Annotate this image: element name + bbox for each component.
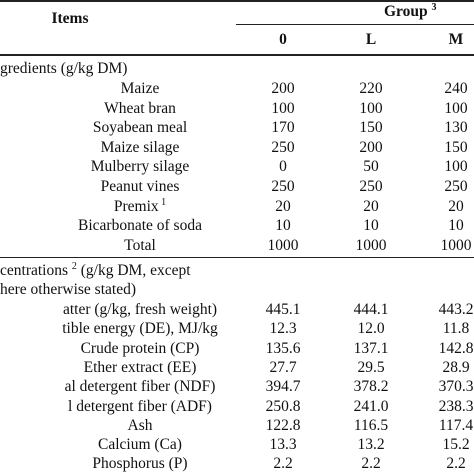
nutrient-cell-0: 13.3 [269, 436, 297, 454]
ingredient-cell-m: 10 [448, 217, 464, 235]
ingredient-cell-m: 100 [444, 158, 468, 176]
nutrient-cell-0: 122.8 [265, 416, 301, 434]
nutrient-cell-l: 2.2 [361, 455, 381, 473]
nutrient-cell-m: 2.2 [446, 455, 466, 473]
ingredient-cell-l: 10 [363, 217, 379, 235]
nutrient-row-label: Ether extract (EE) [83, 358, 197, 376]
ingredient-cell-l: 150 [359, 119, 383, 137]
ingredient-cell-m: 250 [444, 178, 468, 195]
ingredient-cell-l: 50 [363, 158, 379, 176]
nutrient-row-label: l detergent fiber (ADF) [68, 397, 212, 415]
nutrient-row-label: al detergent fiber (NDF) [64, 378, 216, 396]
nutrients-heading-rest: (g/kg DM, except [80, 262, 191, 279]
ingredient-row-label: Premix 1 [113, 196, 167, 215]
nutrient-cell-l: 116.5 [353, 416, 389, 434]
nutrients-heading-text: centrations [0, 262, 69, 279]
nutrient-cell-0: 27.7 [269, 358, 297, 376]
nutrient-cell-l: 12.0 [357, 320, 385, 338]
ingredient-row-label: Bicarbonate of soda [78, 217, 202, 235]
group-underline [236, 24, 474, 25]
nutrient-cell-0: 135.6 [265, 339, 301, 357]
nutrient-cell-0: 12.3 [269, 320, 297, 338]
ingredient-cell-0: 170 [271, 119, 295, 137]
ingredient-cell-0: 10 [275, 217, 291, 235]
ingredient-cell-l: 250 [359, 178, 383, 195]
ingredient-row-label: Mulberry silage [90, 158, 190, 176]
nutrient-cell-0: 394.7 [265, 378, 301, 396]
ingredient-cell-0: 250 [271, 178, 295, 195]
nutrient-cell-l: 444.1 [353, 301, 389, 318]
ingredient-cell-0: 200 [271, 80, 295, 97]
nutrient-row-label: tible energy (DE), MJ/kg [62, 320, 218, 338]
group-footnote: 3 [431, 2, 437, 13]
nutrient-cell-m: 142.8 [438, 339, 474, 357]
col-header-0: 0 [279, 31, 287, 48]
section-divider-rule [0, 257, 474, 258]
ingredient-cell-l: 220 [359, 80, 383, 97]
ingredient-row-label: Peanut vines [100, 178, 180, 195]
ingredient-cell-0: 20 [275, 197, 291, 215]
group-header: Group 3 [384, 3, 437, 21]
col-header-m: M [448, 31, 464, 48]
ingredient-cell-0: 0 [279, 158, 287, 176]
nutrient-cell-l: 29.5 [357, 358, 385, 376]
ingredient-cell-l: 100 [359, 99, 383, 117]
ingredient-row-label: Total [124, 236, 156, 254]
ingredient-cell-m: 20 [448, 197, 464, 215]
ingredient-cell-0: 250 [271, 138, 295, 156]
ingredient-cell-m: 130 [444, 119, 468, 137]
nutrient-row-label: Ash [127, 416, 153, 434]
nutrient-row-label: Phosphorus (P) [92, 455, 188, 473]
nutrient-cell-m: 370.3 [438, 378, 474, 396]
ingredient-cell-l: 20 [363, 197, 379, 215]
nutrient-cell-l: 378.2 [353, 378, 389, 396]
top-rule [0, 0, 474, 2]
ingredient-cell-0: 1000 [267, 236, 299, 254]
ingredient-cell-m: 1000 [440, 236, 472, 254]
nutrient-cell-l: 241.0 [353, 397, 389, 415]
ingredient-cell-m: 100 [444, 99, 468, 117]
nutrient-row-label: Calcium (Ca) [98, 436, 182, 454]
ingredient-cell-l: 200 [359, 138, 383, 156]
group-label: Group [384, 3, 428, 20]
nutrient-cell-m: 11.8 [442, 320, 470, 338]
nutrient-row-label: Crude protein (CP) [80, 339, 200, 357]
ingredient-cell-l: 1000 [355, 236, 387, 254]
ingredient-row-label: Wheat bran [104, 99, 176, 117]
nutrient-cell-0: 445.1 [265, 301, 301, 318]
nutrients-heading-line2: here otherwise stated) [0, 281, 136, 298]
nutrient-cell-m: 443.2 [438, 301, 474, 318]
ingredient-cell-m: 150 [444, 138, 468, 156]
items-header: Items [51, 10, 89, 27]
nutrient-cell-0: 250.8 [265, 397, 301, 415]
ingredients-heading: gredients (g/kg DM) [0, 60, 128, 77]
nutrient-cell-0: 2.2 [273, 455, 293, 473]
ingredient-row-label: Maize [120, 80, 160, 97]
nutrient-cell-l: 137.1 [353, 339, 389, 357]
nutrient-cell-m: 15.2 [442, 436, 470, 454]
ingredient-row-footnote: 1 [158, 196, 167, 208]
header-bottom-rule [0, 54, 474, 56]
ingredient-cell-0: 100 [271, 99, 295, 117]
nutrient-cell-m: 238.3 [438, 397, 474, 415]
ingredient-cell-m: 240 [444, 80, 468, 97]
nutrient-cell-m: 28.9 [442, 358, 470, 376]
nutrient-cell-l: 13.2 [357, 436, 385, 454]
nutrients-heading-line1: centrations 2 (g/kg DM, except [0, 262, 191, 280]
col-header-l: L [365, 31, 377, 48]
nutrient-cell-m: 117.4 [438, 416, 474, 434]
nutrients-heading-footnote: 2 [71, 261, 77, 272]
nutrient-row-label: atter (g/kg, fresh weight) [62, 301, 218, 318]
ingredient-row-label: Soyabean meal [92, 119, 188, 137]
ingredient-row-label: Maize silage [100, 138, 180, 156]
